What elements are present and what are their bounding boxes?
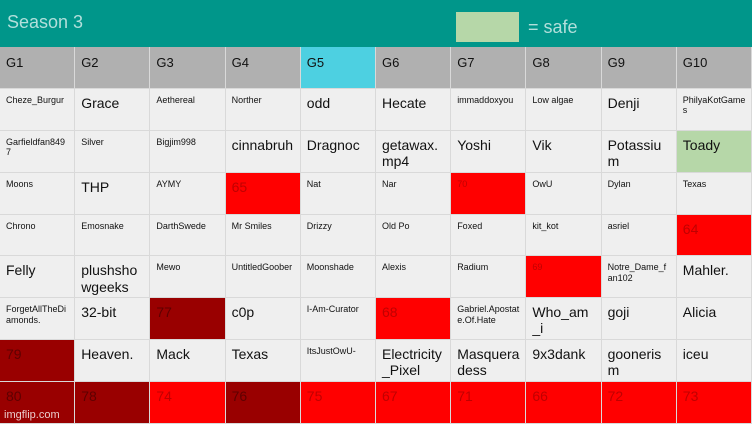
column-header: G6 xyxy=(375,47,452,89)
cell: Bigjim998 xyxy=(150,130,226,173)
legend-swatch xyxy=(456,12,519,42)
cell: 65 xyxy=(225,172,301,215)
cell: 70 xyxy=(451,172,527,215)
cell: 80 xyxy=(0,382,76,424)
cell: 69 xyxy=(526,256,602,299)
cell: Hecate xyxy=(375,88,452,131)
column-header: G1 xyxy=(0,47,76,89)
cell: Garfieldfan8497 xyxy=(0,130,76,173)
column-header: G4 xyxy=(225,47,301,89)
cell: AYMY xyxy=(150,172,226,215)
cell: Nar xyxy=(375,172,452,215)
cell: PhilyaKotGames xyxy=(676,88,752,131)
cell: Vik xyxy=(526,130,602,173)
cell: Electricity_Pixel xyxy=(375,340,452,383)
cell: 77 xyxy=(150,298,226,341)
cell: 66 xyxy=(526,382,602,424)
cell: Low algae xyxy=(526,88,602,131)
cell: ForgetAllTheDiamonds. xyxy=(0,298,76,341)
cell: Moonshade xyxy=(300,256,376,299)
cell: Drizzy xyxy=(300,214,376,257)
cell: 79 xyxy=(0,340,76,383)
cell: Grace xyxy=(75,88,151,131)
cell: 68 xyxy=(375,298,452,341)
cell: 72 xyxy=(601,382,677,424)
cell: iceu xyxy=(676,340,752,383)
cell: 75 xyxy=(300,382,376,424)
cell: 76 xyxy=(225,382,301,424)
cell: UntitledGoober xyxy=(225,256,301,299)
column-header: G8 xyxy=(526,47,602,89)
cell: Radium xyxy=(451,256,527,299)
cell: Mahler. xyxy=(676,256,752,299)
cell: Foxed xyxy=(451,214,527,257)
cell: 9x3dank xyxy=(526,340,602,383)
cell: Masqueradess xyxy=(451,340,527,383)
cell: DarthSwede xyxy=(150,214,226,257)
cell: goji xyxy=(601,298,677,341)
cell: Moons xyxy=(0,172,76,215)
cell: cinnabruh xyxy=(225,130,301,173)
cell: Cheze_Burgur xyxy=(0,88,76,131)
cell: Who_am_i xyxy=(526,298,602,341)
cell: Mewo xyxy=(150,256,226,299)
cell: 67 xyxy=(375,382,452,424)
column-header: G7 xyxy=(451,47,527,89)
cell: 71 xyxy=(451,382,527,424)
cell: Dylan xyxy=(601,172,677,215)
cell: I-Am-Curator xyxy=(300,298,376,341)
cell: Yoshi xyxy=(451,130,527,173)
cell: 64 xyxy=(676,214,752,257)
cell: Texas xyxy=(225,340,301,383)
cell: Denji xyxy=(601,88,677,131)
cell: Felly xyxy=(0,256,76,299)
top-bar: Season 3 = safe xyxy=(0,0,752,47)
cell: Norther xyxy=(225,88,301,131)
cell: 74 xyxy=(150,382,226,424)
cell: THP xyxy=(75,172,151,215)
column-header: G5 xyxy=(300,47,376,89)
cell: Notre_Dame_fan102 xyxy=(601,256,677,299)
column-header: G9 xyxy=(601,47,677,89)
cell: Toady xyxy=(676,130,752,173)
cell: Old Po xyxy=(375,214,452,257)
cell: OwU xyxy=(526,172,602,215)
cell: Alexis xyxy=(375,256,452,299)
cell: Potassium xyxy=(601,130,677,173)
legend-label: = safe xyxy=(528,17,578,37)
cell: c0p xyxy=(225,298,301,341)
cell: Texas xyxy=(676,172,752,215)
cell: 78 xyxy=(75,382,151,424)
cell: asriel xyxy=(601,214,677,257)
table: G1 G2 G3 G4 G5 G6 G7 G8 G9 G10 Cheze_Burgur Grace Ae… xyxy=(0,47,752,424)
column-header: G2 xyxy=(75,47,151,89)
column-header: G10 xyxy=(676,47,752,89)
watermark: imgflip.com xyxy=(4,409,60,421)
cell: 73 xyxy=(676,382,752,424)
cell: Emosnake xyxy=(75,214,151,257)
cell: immaddoxyou xyxy=(451,88,527,131)
cell: Mr Smiles xyxy=(225,214,301,257)
cell: Alicia xyxy=(676,298,752,341)
cell: Mack xyxy=(150,340,226,383)
column-header: G3 xyxy=(150,47,226,89)
cell: ItsJustOwU- xyxy=(300,340,376,383)
cell: plushshowgeeks xyxy=(75,256,151,299)
cell: kit_kot xyxy=(526,214,602,257)
cell: goonerism xyxy=(601,340,677,383)
cell: Aethereal xyxy=(150,88,226,131)
cell: Gabriel.Apostate.Of.Hate xyxy=(451,298,527,341)
cell: Dragnoc xyxy=(300,130,376,173)
cell: 32-bit xyxy=(75,298,151,341)
cell: odd xyxy=(300,88,376,131)
title: Season 3 xyxy=(7,12,84,32)
cell: Silver xyxy=(75,130,151,173)
cell: getawax.mp4 xyxy=(375,130,452,173)
cell: Heaven. xyxy=(75,340,151,383)
cell: Chrono xyxy=(0,214,76,257)
cell: Nat xyxy=(300,172,376,215)
